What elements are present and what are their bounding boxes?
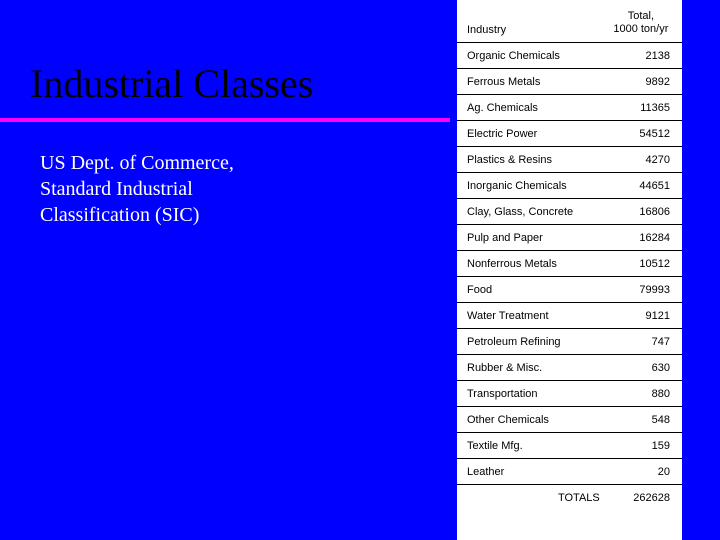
value-cell: 880	[608, 381, 682, 407]
industry-cell: Organic Chemicals	[457, 43, 608, 69]
value-cell: 747	[608, 329, 682, 355]
table-row: Textile Mfg.159	[457, 433, 682, 459]
industry-cell: Petroleum Refining	[457, 329, 608, 355]
industry-cell: Electric Power	[457, 121, 608, 147]
value-cell: 4270	[608, 147, 682, 173]
industry-cell: Inorganic Chemicals	[457, 173, 608, 199]
industry-cell: Plastics & Resins	[457, 147, 608, 173]
table-row: Transportation880	[457, 381, 682, 407]
industry-cell: Textile Mfg.	[457, 433, 608, 459]
table-row: Leather20	[457, 459, 682, 485]
value-cell: 630	[608, 355, 682, 381]
table-row: Clay, Glass, Concrete16806	[457, 199, 682, 225]
table-row: Pulp and Paper16284	[457, 225, 682, 251]
value-cell: 548	[608, 407, 682, 433]
subtitle-line: Standard Industrial	[40, 178, 193, 200]
value-cell: 2138	[608, 43, 682, 69]
value-cell: 9892	[608, 69, 682, 95]
table-row: Ag. Chemicals11365	[457, 95, 682, 121]
totals-label: TOTALS	[457, 485, 608, 511]
header-industry: Industry	[457, 0, 608, 43]
table-row: Other Chemicals548	[457, 407, 682, 433]
value-cell: 44651	[608, 173, 682, 199]
value-cell: 79993	[608, 277, 682, 303]
table-header-row: Industry Total, 1000 ton/yr	[457, 0, 682, 43]
table-row: Ferrous Metals9892	[457, 69, 682, 95]
value-cell: 20	[608, 459, 682, 485]
table-row: Organic Chemicals2138	[457, 43, 682, 69]
value-cell: 9121	[608, 303, 682, 329]
value-cell: 10512	[608, 251, 682, 277]
industry-cell: Leather	[457, 459, 608, 485]
value-cell: 54512	[608, 121, 682, 147]
industry-cell: Transportation	[457, 381, 608, 407]
subtitle-line: Classification (SIC)	[40, 204, 199, 226]
industry-table: Industry Total, 1000 ton/yr Organic Chem…	[457, 0, 682, 540]
table-row: Plastics & Resins4270	[457, 147, 682, 173]
table-row: Food79993	[457, 277, 682, 303]
industry-cell: Ferrous Metals	[457, 69, 608, 95]
industry-cell: Nonferrous Metals	[457, 251, 608, 277]
value-cell: 16806	[608, 199, 682, 225]
value-cell: 16284	[608, 225, 682, 251]
table-row: Water Treatment9121	[457, 303, 682, 329]
table-row: Inorganic Chemicals44651	[457, 173, 682, 199]
table-row: Electric Power54512	[457, 121, 682, 147]
subtitle-line: US Dept. of Commerce,	[40, 152, 234, 174]
industry-cell: Pulp and Paper	[457, 225, 608, 251]
industry-cell: Rubber & Misc.	[457, 355, 608, 381]
industry-cell: Water Treatment	[457, 303, 608, 329]
table-row: Petroleum Refining747	[457, 329, 682, 355]
industry-cell: Other Chemicals	[457, 407, 608, 433]
industry-cell: Food	[457, 277, 608, 303]
slide-title: Industrial Classes	[30, 60, 313, 107]
value-cell: 11365	[608, 95, 682, 121]
header-value: Total, 1000 ton/yr	[608, 0, 682, 43]
industry-cell: Clay, Glass, Concrete	[457, 199, 608, 225]
table-row: Rubber & Misc.630	[457, 355, 682, 381]
slide-subtitle: US Dept. of Commerce, Standard Industria…	[40, 150, 234, 228]
table-row: Nonferrous Metals10512	[457, 251, 682, 277]
totals-value: 262628	[608, 485, 682, 511]
value-cell: 159	[608, 433, 682, 459]
table-totals-row: TOTALS 262628	[457, 485, 682, 511]
title-underline	[0, 118, 450, 122]
industry-cell: Ag. Chemicals	[457, 95, 608, 121]
